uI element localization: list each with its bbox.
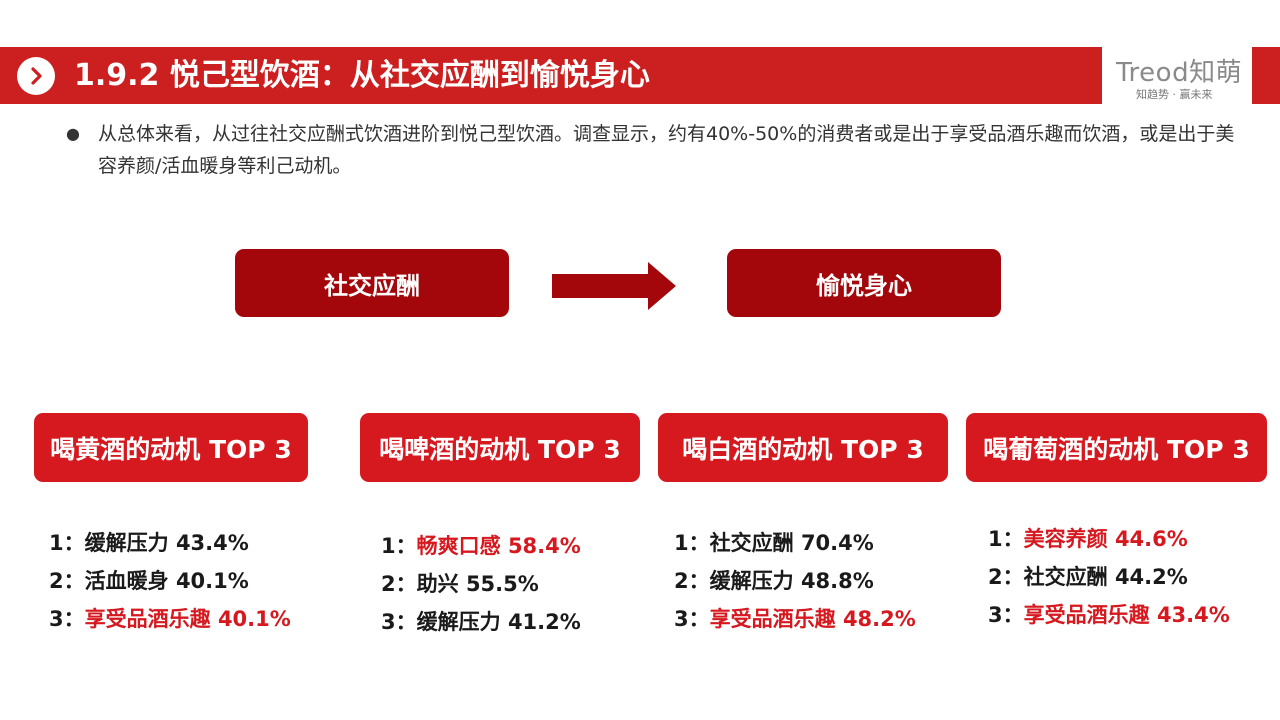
brand-logo: Treod知萌 知趋势 · 赢未来 (1102, 47, 1252, 104)
list-item: 2：社交应酬 44.2% (988, 565, 1188, 589)
list-item: 2：缓解压力 48.8% (674, 569, 874, 593)
header-bar (0, 47, 1280, 104)
category-box-huangjiu: 喝黄酒的动机 TOP 3 (34, 413, 308, 482)
category-title: 喝啤酒的动机 TOP 3 (379, 434, 621, 464)
category-box-baijiu: 喝白酒的动机 TOP 3 (658, 413, 948, 482)
list-item: 3：享受品酒乐趣 40.1% (49, 607, 291, 631)
category-box-wine: 喝葡萄酒的动机 TOP 3 (966, 413, 1267, 482)
flow-from-box: 社交应酬 (235, 249, 509, 317)
category-title: 喝葡萄酒的动机 TOP 3 (983, 434, 1250, 464)
page-title: 1.9.2 悦己型饮酒：从社交应酬到愉悦身心 (74, 58, 650, 93)
flow-to-label: 愉悦身心 (816, 271, 912, 300)
list-item: 3：享受品酒乐趣 43.4% (988, 603, 1230, 627)
motive-list-beer: 1：畅爽口感 58.4% 2：助兴 55.5% 3：缓解压力 41.2% (381, 527, 581, 641)
intro-text: 从总体来看，从过往社交应酬式饮酒进阶到悦己型饮酒。调查显示，约有40%-50%的… (98, 123, 1235, 177)
category-title: 喝白酒的动机 TOP 3 (682, 434, 924, 464)
list-item: 2：助兴 55.5% (381, 572, 539, 596)
motive-list-huangjiu: 1：缓解压力 43.4% 2：活血暖身 40.1% 3：享受品酒乐趣 40.1% (49, 524, 291, 638)
logo-brand: Treod知萌 (1116, 58, 1243, 88)
logo-tagline: 知趋势 · 赢未来 (1136, 88, 1213, 101)
category-title: 喝黄酒的动机 TOP 3 (50, 434, 292, 464)
category-box-beer: 喝啤酒的动机 TOP 3 (360, 413, 640, 482)
bullet-icon: ● (66, 124, 80, 143)
arrow-right-icon (552, 262, 676, 314)
motive-list-baijiu: 1：社交应酬 70.4% 2：缓解压力 48.8% 3：享受品酒乐趣 48.2% (674, 524, 916, 638)
list-item: 2：活血暖身 40.1% (49, 569, 249, 593)
chevron-right-icon (17, 57, 55, 95)
list-item: 1：社交应酬 70.4% (674, 531, 874, 555)
flow-to-box: 愉悦身心 (727, 249, 1001, 317)
list-item: 3：享受品酒乐趣 48.2% (674, 607, 916, 631)
motive-list-wine: 1：美容养颜 44.6% 2：社交应酬 44.2% 3：享受品酒乐趣 43.4% (988, 520, 1230, 634)
intro-paragraph: ● 从总体来看，从过往社交应酬式饮酒进阶到悦己型饮酒。调查显示，约有40%-50… (66, 118, 1236, 182)
flow-from-label: 社交应酬 (324, 271, 420, 300)
list-item: 1：缓解压力 43.4% (49, 531, 249, 555)
list-item: 1：畅爽口感 58.4% (381, 534, 581, 558)
list-item: 3：缓解压力 41.2% (381, 610, 581, 634)
list-item: 1：美容养颜 44.6% (988, 527, 1188, 551)
